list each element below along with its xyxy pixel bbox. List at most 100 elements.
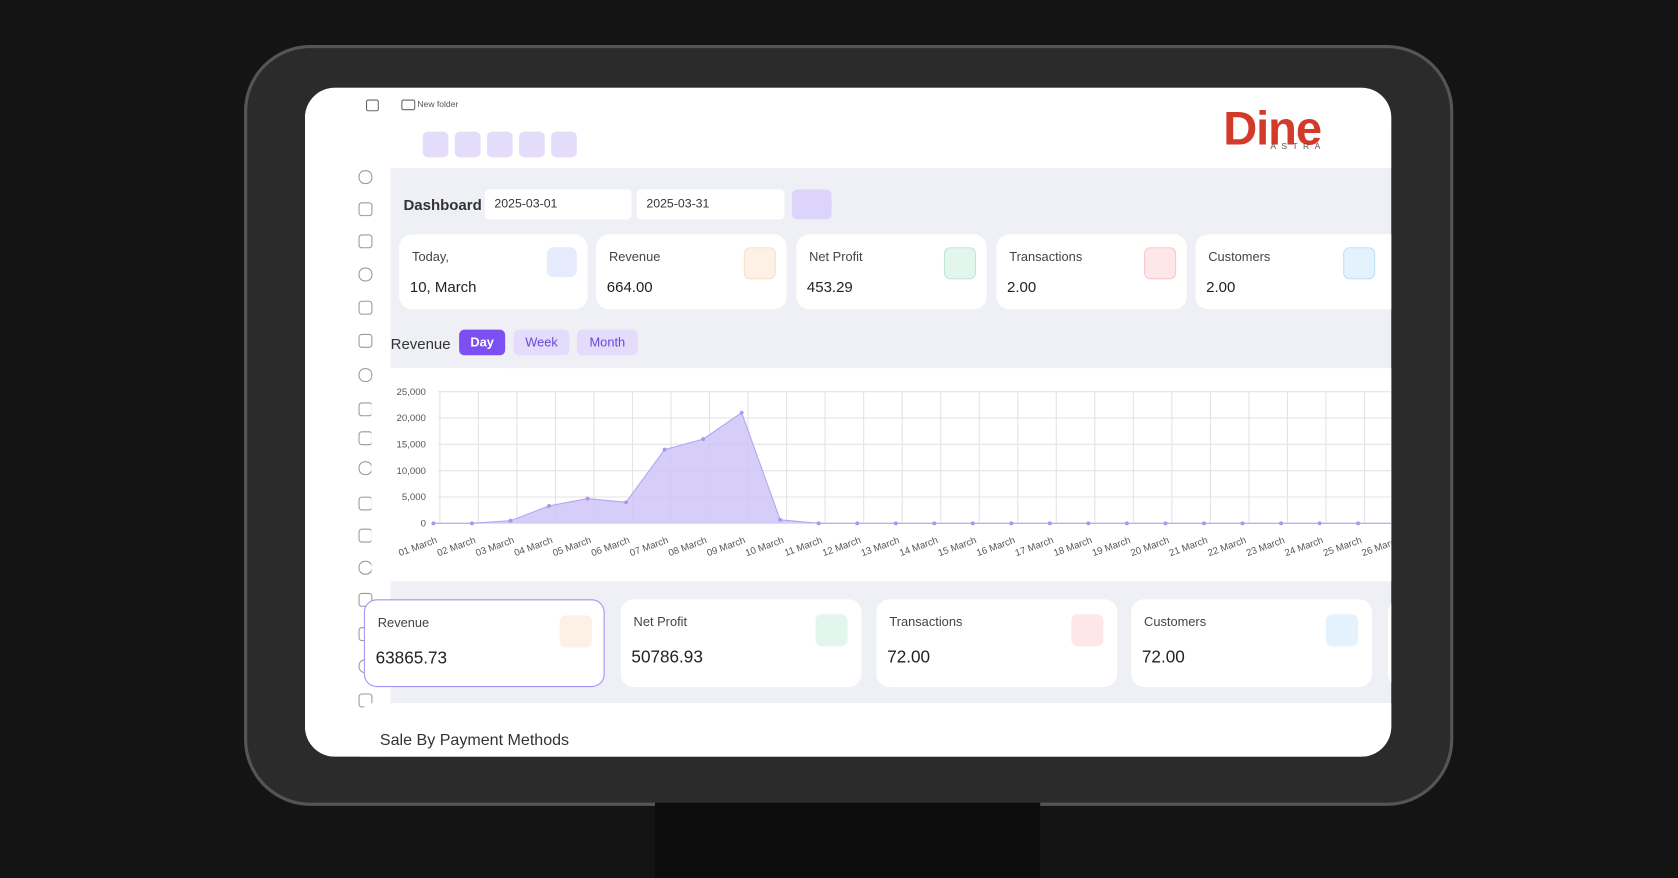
payment-title: Sale By Payment Methods bbox=[379, 730, 570, 750]
sidebar-icon[interactable] bbox=[358, 300, 373, 315]
data-point bbox=[1317, 521, 1322, 526]
grid-icon[interactable] bbox=[366, 99, 379, 112]
screen: New folder Dine ASTRA Dashboard 2025-03-… bbox=[305, 87, 1392, 757]
end-date-input[interactable]: 2025-03-31 bbox=[636, 189, 785, 220]
x-tick-label: 26 March bbox=[1360, 535, 1391, 559]
x-tick-label: 01 March bbox=[397, 535, 438, 559]
area-line bbox=[433, 411, 1392, 524]
x-tick-label: 06 March bbox=[590, 535, 631, 559]
card-icon bbox=[1343, 247, 1376, 280]
data-point bbox=[1279, 521, 1283, 526]
payment-card: Sale By Payment Methods bbox=[360, 703, 1392, 757]
x-tick-label: 07 March bbox=[628, 535, 669, 559]
cart-button[interactable] bbox=[422, 131, 449, 158]
data-point bbox=[662, 447, 667, 452]
daily-card: Customers 2.00 bbox=[1195, 234, 1392, 310]
y-tick-label: 20,000 bbox=[396, 413, 425, 424]
x-tick-label: 08 March bbox=[667, 535, 708, 559]
top-bar: New folder bbox=[305, 87, 1392, 121]
x-tick-label: 21 March bbox=[1168, 535, 1209, 559]
card-value: 453.29 bbox=[806, 278, 853, 296]
data-point bbox=[1124, 521, 1129, 526]
sidebar-icon[interactable] bbox=[358, 234, 373, 249]
card-value: 2.00 bbox=[1007, 278, 1037, 296]
y-tick-label: 5,000 bbox=[402, 492, 426, 503]
sidebar-icon[interactable] bbox=[358, 170, 373, 185]
calendar-icon bbox=[546, 247, 577, 278]
sidebar-icon[interactable] bbox=[358, 267, 373, 282]
today-card: Today, 10, March bbox=[399, 234, 588, 310]
data-point bbox=[893, 521, 898, 526]
tablet-stand bbox=[654, 802, 1041, 878]
x-tick-label: 17 March bbox=[1014, 535, 1055, 559]
card-icon bbox=[743, 247, 776, 280]
card-label: Net Profit bbox=[809, 249, 863, 265]
logo-tagline: ASTRA bbox=[1270, 141, 1326, 151]
data-point bbox=[932, 521, 937, 526]
x-tick-label: 18 March bbox=[1052, 535, 1093, 559]
tab[interactable]: Month bbox=[576, 329, 638, 356]
sidebar-icon[interactable] bbox=[358, 333, 373, 348]
chart-card bbox=[371, 368, 1392, 582]
card-icon bbox=[559, 615, 592, 648]
x-tick-label: 19 March bbox=[1091, 535, 1132, 559]
data-point bbox=[508, 518, 513, 523]
daily-card: Revenue 664.00 bbox=[596, 234, 787, 310]
tab[interactable]: Day bbox=[459, 329, 506, 356]
tab[interactable]: Week bbox=[513, 329, 570, 356]
card-icon bbox=[1325, 614, 1359, 647]
x-tick-label: 02 March bbox=[436, 535, 477, 559]
card-value: 664.00 bbox=[606, 278, 653, 296]
revenue-chart: 0 5,000 10,000 15,000 20,000 25,000 01 March02… bbox=[396, 387, 1392, 559]
data-point bbox=[1086, 521, 1091, 526]
data-point bbox=[1009, 521, 1014, 526]
y-tick-label: 25,000 bbox=[396, 387, 425, 398]
daily-card: Transactions 2.00 bbox=[996, 234, 1187, 310]
card-icon bbox=[815, 614, 848, 647]
toolbar bbox=[390, 119, 1392, 169]
card-value: 2.00 bbox=[1206, 278, 1236, 296]
x-tick-label: 20 March bbox=[1129, 535, 1170, 559]
card-value: 50786.93 bbox=[631, 648, 703, 667]
x-tick-label: 10 March bbox=[744, 535, 785, 559]
data-point bbox=[547, 504, 551, 508]
data-point bbox=[624, 500, 628, 505]
today-label: Today, bbox=[412, 249, 449, 265]
card-icon bbox=[1071, 614, 1104, 647]
card-value: 63865.73 bbox=[375, 649, 448, 668]
search-button[interactable] bbox=[791, 189, 832, 220]
data-point bbox=[470, 521, 474, 526]
x-tick-label: 15 March bbox=[937, 535, 978, 559]
data-point bbox=[1163, 521, 1168, 526]
card-label: Customers bbox=[1208, 249, 1271, 265]
chart-button[interactable] bbox=[486, 131, 513, 158]
x-tick-label: 14 March bbox=[898, 535, 939, 559]
x-tick-label: 24 March bbox=[1283, 535, 1324, 559]
data-point bbox=[585, 496, 590, 501]
x-tick-label: 09 March bbox=[705, 535, 746, 559]
start-date-input[interactable]: 2025-03-01 bbox=[484, 189, 632, 220]
x-tick-label: 16 March bbox=[975, 535, 1016, 559]
book-button[interactable] bbox=[519, 131, 545, 158]
folder-name[interactable]: New folder bbox=[417, 99, 459, 110]
card-label: Revenue bbox=[608, 249, 661, 265]
data-point bbox=[739, 410, 744, 415]
card-value: 72.00 bbox=[887, 648, 931, 667]
daily-card: Net Profit 453.29 bbox=[796, 234, 987, 310]
download-button[interactable] bbox=[454, 131, 481, 158]
logo: Dine ASTRA bbox=[1223, 102, 1322, 157]
data-point bbox=[1047, 521, 1052, 526]
data-point bbox=[1356, 521, 1361, 526]
y-tick-label: 0 bbox=[421, 519, 426, 530]
total-card: Revenue 63865.73 bbox=[363, 599, 605, 688]
logo-name: Dine bbox=[1223, 102, 1322, 156]
today-date: 10, March bbox=[409, 278, 477, 296]
x-tick-label: 25 March bbox=[1322, 535, 1363, 559]
card-icon bbox=[1144, 247, 1177, 280]
data-point bbox=[1202, 521, 1206, 526]
clock-button[interactable] bbox=[551, 131, 577, 158]
sidebar-icon[interactable] bbox=[358, 202, 373, 217]
x-tick-label: 22 March bbox=[1206, 535, 1247, 559]
